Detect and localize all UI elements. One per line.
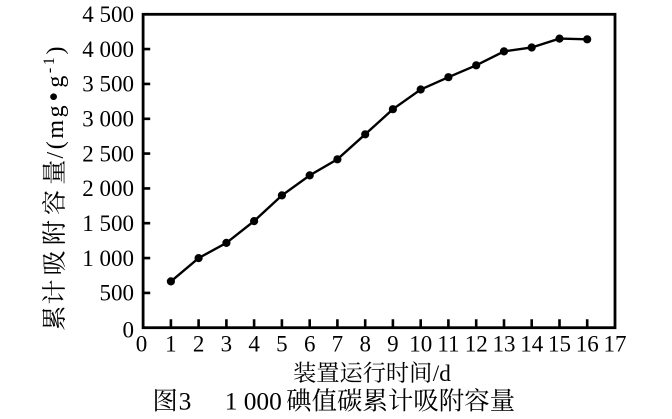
svg-text:8: 8 [359, 332, 371, 357]
svg-text:7: 7 [332, 332, 344, 357]
svg-text:14: 14 [520, 332, 544, 357]
svg-text:4: 4 [248, 332, 260, 357]
svg-text:1 000: 1 000 [225, 388, 282, 416]
svg-text:4 000: 4 000 [82, 37, 134, 62]
svg-text:1: 1 [165, 332, 177, 357]
svg-text:4 500: 4 500 [82, 2, 134, 27]
svg-text:3: 3 [221, 332, 233, 357]
svg-text:/d: /d [433, 361, 451, 387]
svg-text:3: 3 [179, 388, 192, 416]
svg-text:16: 16 [576, 332, 599, 357]
svg-text:500: 500 [100, 281, 135, 306]
svg-text:17: 17 [604, 332, 627, 357]
svg-text:0: 0 [123, 318, 135, 343]
svg-text:1 500: 1 500 [82, 211, 134, 236]
svg-text:12: 12 [465, 332, 488, 357]
svg-text:2 000: 2 000 [82, 176, 134, 201]
svg-text:0: 0 [136, 332, 148, 357]
svg-text:10: 10 [409, 332, 432, 357]
svg-text:3 500: 3 500 [82, 72, 134, 97]
svg-text:9: 9 [387, 332, 399, 357]
svg-text:13: 13 [493, 332, 516, 357]
svg-text:15: 15 [548, 332, 571, 357]
svg-text:3 000: 3 000 [82, 107, 134, 132]
svg-text:6: 6 [304, 332, 316, 357]
svg-text:11: 11 [437, 332, 459, 357]
svg-text:2 500: 2 500 [82, 141, 134, 166]
svg-text:1 000: 1 000 [82, 246, 134, 271]
svg-text:5: 5 [276, 332, 288, 357]
svg-text:2: 2 [193, 332, 205, 357]
